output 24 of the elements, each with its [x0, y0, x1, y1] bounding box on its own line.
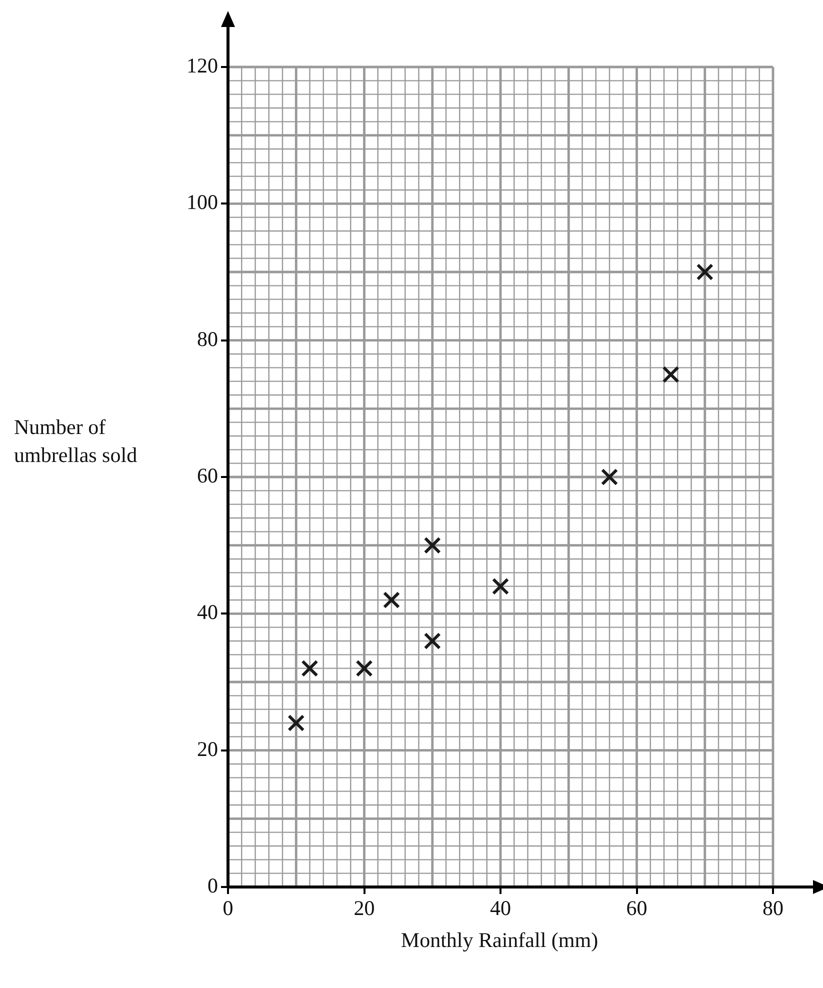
point — [424, 536, 441, 554]
y-tick-label: 20 — [197, 736, 218, 761]
point — [301, 660, 318, 677]
y-tick-label: 0 — [208, 874, 218, 898]
point — [662, 366, 680, 384]
x-axis-title: Monthly Rainfall (mm) — [400, 928, 600, 953]
x-tick-label: 80 — [762, 896, 784, 920]
point — [288, 714, 305, 732]
point — [600, 468, 618, 486]
point — [356, 660, 373, 677]
point — [424, 632, 441, 650]
x-tick-label: 40 — [490, 896, 511, 920]
x-tick-label: 60 — [626, 896, 648, 920]
x-tick-label: 0 — [222, 896, 234, 920]
y-tick-label: 100 — [186, 190, 218, 214]
y-tick-label: 60 — [197, 464, 218, 488]
point — [492, 578, 510, 595]
y-axis-title: Number of umbrellas sold — [14, 414, 138, 469]
y-tick-label: 120 — [186, 54, 218, 78]
y-tick-label: 40 — [197, 600, 218, 624]
point — [696, 263, 714, 281]
x-tick-label: 20 — [354, 896, 375, 920]
y-tick-label: 80 — [197, 326, 218, 351]
point — [382, 591, 400, 609]
